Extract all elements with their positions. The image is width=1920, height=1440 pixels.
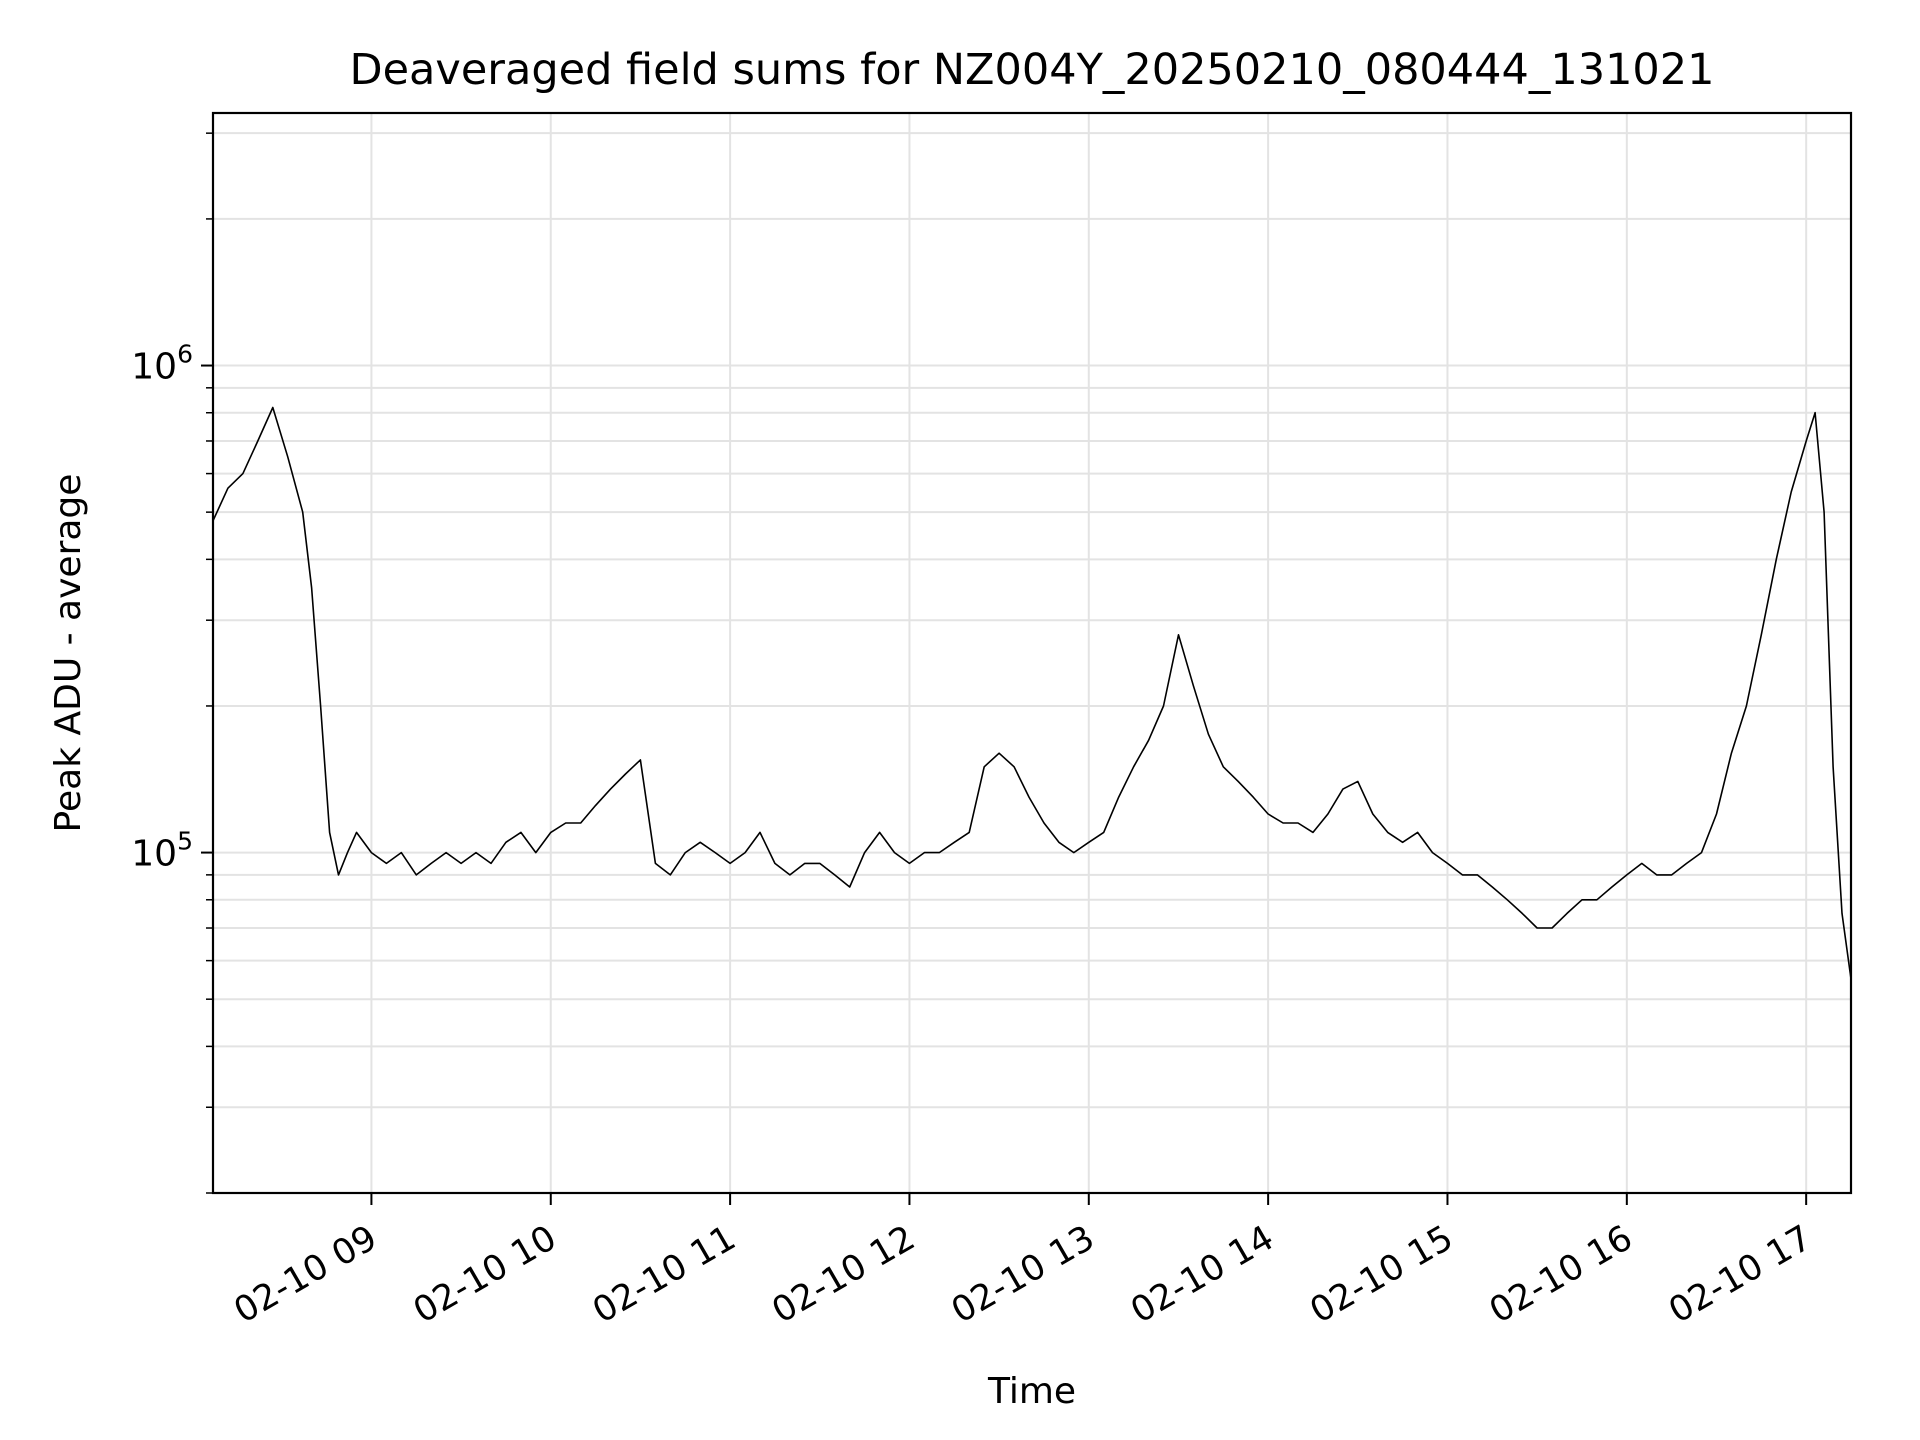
y-axis-label: Peak ADU - average	[48, 474, 89, 833]
y-axis: 105 106	[131, 132, 213, 1194]
y-tick-label: 106	[131, 340, 193, 388]
x-axis-label: Time	[987, 1371, 1076, 1412]
y-tick-label: 105	[131, 827, 193, 875]
plot-area	[213, 406, 1851, 980]
series-line	[213, 406, 1851, 980]
chart-title: Deaveraged field sums for NZ004Y_2025021…	[349, 45, 1714, 95]
axes-frame	[211, 111, 1853, 1195]
grid-lines	[213, 113, 1851, 1194]
